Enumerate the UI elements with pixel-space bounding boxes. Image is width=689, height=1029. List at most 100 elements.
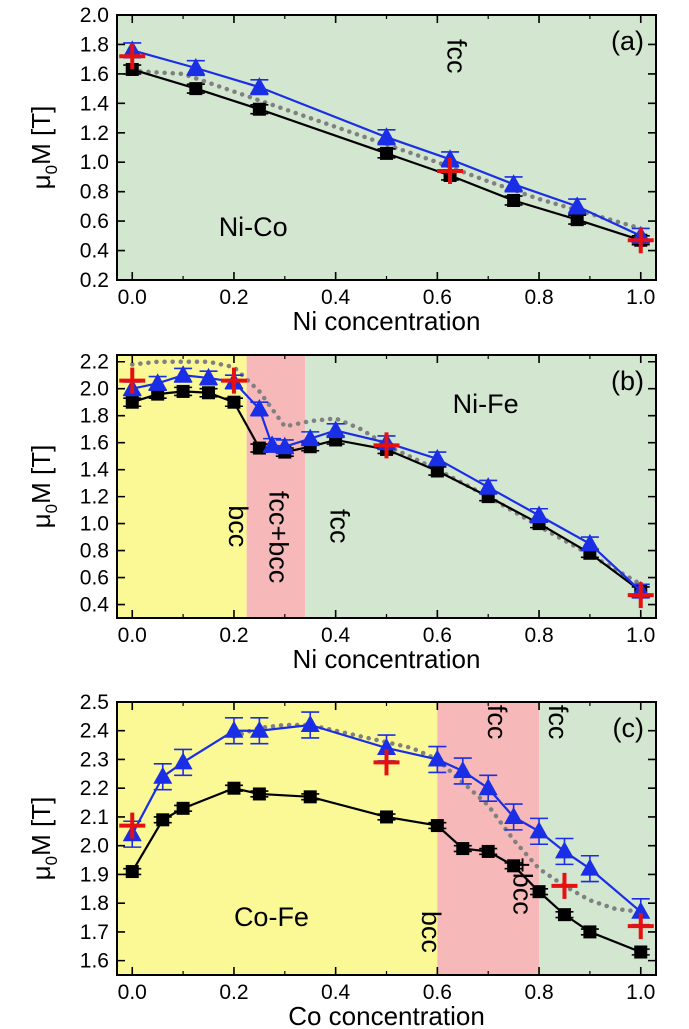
- x-tick-label: 0.6: [423, 981, 452, 1004]
- triangle-marker: [440, 149, 460, 167]
- y-tick-label: 2.0: [80, 378, 109, 401]
- square-marker: [176, 801, 190, 815]
- square-marker: [557, 908, 571, 922]
- triangle-marker: [377, 737, 396, 755]
- square-marker: [570, 213, 584, 227]
- phase-label: fcc: [482, 705, 512, 740]
- experimental-plus-marker: [373, 432, 400, 459]
- square-marker: [252, 441, 266, 455]
- square-marker: [380, 146, 393, 160]
- y-tick-label: 1.6: [80, 950, 109, 973]
- y-tick-label: 1.4: [80, 92, 110, 115]
- y-axis-label-part: 0: [42, 504, 61, 513]
- experimental-plus-marker: [373, 749, 400, 776]
- chart-panel-2: bcc fcc+bcc fcc Ni-Fe (b) 0.0 0.2 0.4 0.6 0.8 1.0 0…: [26, 351, 657, 674]
- y-tick-label: 2.4: [80, 720, 110, 743]
- phase-label: fcc+bcc: [264, 491, 294, 583]
- y-tick-label: 0.6: [80, 210, 109, 233]
- experimental-plus-marker: [627, 913, 654, 940]
- triangle-marker: [199, 367, 219, 385]
- square-marker: [156, 813, 170, 827]
- x-tick-label: 0.0: [118, 624, 147, 647]
- alloy-label: Ni-Fe: [453, 389, 519, 419]
- experimental-plus-marker: [220, 367, 247, 394]
- square-marker: [634, 945, 648, 959]
- square-marker: [252, 102, 266, 116]
- square-marker: [125, 395, 139, 409]
- y-tick-label: 2.2: [80, 351, 109, 374]
- y-axis-label-part: μ: [26, 865, 56, 880]
- series-line-square: [131, 68, 642, 242]
- y-tick-label: 1.8: [80, 405, 109, 428]
- x-tick-label: 0.8: [524, 286, 553, 309]
- x-tick-label: 1.0: [626, 981, 655, 1004]
- triangle-marker: [478, 477, 498, 495]
- y-tick-label: 0.2: [80, 269, 109, 292]
- y-axis-label-part: 0: [42, 856, 61, 865]
- experimental-plus-marker: [627, 227, 654, 254]
- triangle-marker: [377, 127, 396, 145]
- triangle-marker: [631, 901, 651, 919]
- x-tick-label: 0.0: [118, 981, 147, 1004]
- triangle-marker: [249, 77, 269, 95]
- series-line-triangle: [131, 49, 642, 237]
- phase-label: fcc: [543, 705, 573, 740]
- triangle-marker: [529, 505, 549, 523]
- y-tick-label: 2.0: [80, 4, 109, 27]
- y-axis-label: μ0M [T]: [26, 106, 61, 190]
- square-marker: [507, 194, 521, 207]
- triangle-marker: [453, 760, 473, 778]
- y-axis-label: μ0M [T]: [26, 445, 61, 529]
- square-marker: [227, 395, 241, 409]
- y-tick-label: 2.3: [80, 748, 109, 771]
- square-marker: [125, 62, 139, 76]
- triangle-marker: [300, 714, 320, 732]
- triangle-marker: [504, 174, 524, 192]
- y-tick-label: 0.4: [80, 594, 110, 617]
- y-tick-label: 2.5: [80, 691, 109, 714]
- y-tick-label: 1.4: [80, 459, 110, 482]
- experimental-plus-marker: [119, 43, 146, 70]
- triangle-marker: [554, 841, 574, 859]
- triangle-marker: [580, 533, 600, 551]
- triangle-marker: [148, 373, 168, 391]
- triangle-marker: [427, 448, 447, 466]
- phase-label: fcc: [442, 39, 472, 74]
- y-tick-label: 2.1: [80, 806, 109, 829]
- x-axis-label: Ni concentration: [293, 306, 481, 336]
- x-tick-label: 0.4: [321, 624, 351, 647]
- triangle-marker: [173, 365, 193, 383]
- triangle-marker: [529, 821, 549, 839]
- triangle-marker: [224, 720, 244, 738]
- y-tick-label: 0.6: [80, 567, 109, 590]
- y-tick-label: 1.6: [80, 432, 109, 455]
- triangle-marker: [249, 398, 269, 416]
- triangle-marker: [153, 766, 173, 784]
- x-tick-label: 0.4: [321, 286, 351, 309]
- y-tick-label: 1.8: [80, 33, 109, 56]
- calc-dotted-line: [231, 722, 643, 915]
- phase-label: bcc: [416, 911, 446, 953]
- x-tick-label: 0.6: [423, 624, 452, 647]
- y-axis-label-part: M [T]: [26, 445, 56, 504]
- square-marker: [380, 810, 393, 824]
- triangle-marker: [478, 778, 498, 796]
- triangle-marker: [567, 196, 587, 214]
- calc-dotted-line: [130, 359, 643, 587]
- triangle-marker: [300, 428, 320, 446]
- panel-label: (a): [611, 26, 644, 56]
- y-tick-label: 1.6: [80, 63, 109, 86]
- triangle-marker: [326, 420, 346, 438]
- square-marker: [507, 859, 521, 873]
- series-line-triangle: [132, 374, 642, 592]
- y-axis-label: μ0M [T]: [26, 797, 61, 881]
- alloy-label: Ni-Co: [219, 212, 288, 242]
- triangle-marker: [504, 806, 524, 824]
- y-axis-label-part: μ: [26, 513, 56, 528]
- y-axis-label-part: M [T]: [26, 797, 56, 856]
- phase-region: [305, 355, 656, 618]
- square-marker: [252, 787, 266, 801]
- phase-label: bcc: [223, 505, 253, 547]
- experimental-plus-marker: [119, 812, 146, 839]
